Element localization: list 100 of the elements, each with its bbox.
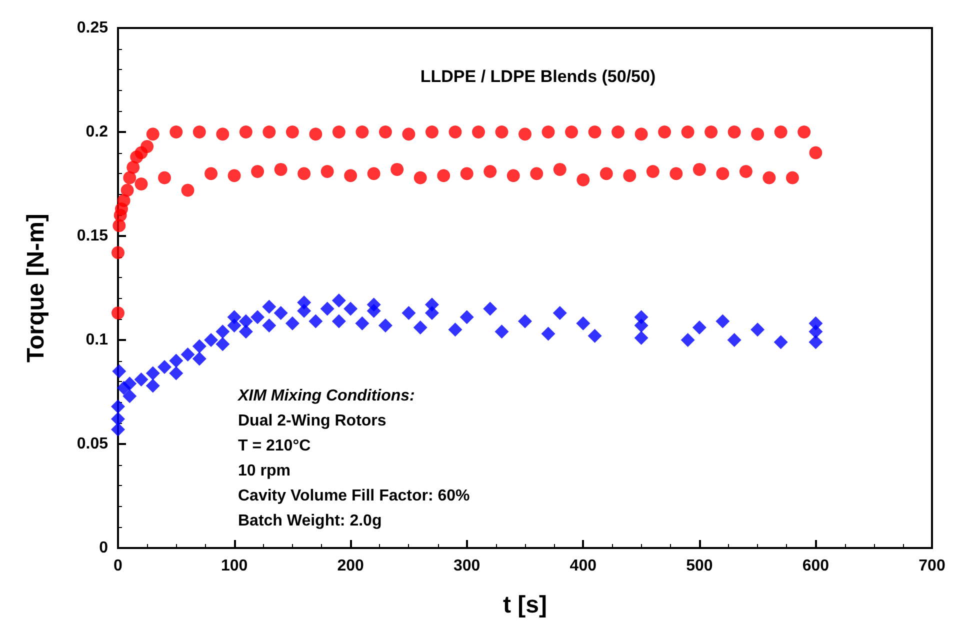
- point: [251, 165, 264, 178]
- point: [320, 302, 334, 316]
- point: [332, 293, 346, 308]
- x-tick-label: 0: [114, 558, 123, 574]
- point: [798, 126, 811, 138]
- point: [239, 126, 252, 138]
- point: [774, 126, 788, 138]
- point: [634, 330, 648, 345]
- point: [367, 167, 380, 180]
- point: [542, 126, 555, 138]
- annotation: T = 210°C: [238, 438, 312, 454]
- point: [181, 184, 194, 197]
- point: [320, 165, 334, 178]
- point: [634, 128, 648, 141]
- point: [262, 300, 276, 314]
- point: [494, 324, 509, 339]
- y-tick-label: 0.2: [86, 124, 108, 140]
- annotation: Cavity Volume Fill Factor: 60%: [238, 488, 470, 504]
- annotation: 10 rpm: [238, 462, 290, 480]
- point: [180, 348, 195, 362]
- x-tick-label: 700: [918, 558, 946, 574]
- point: [506, 169, 520, 182]
- point: [739, 165, 752, 178]
- point: [216, 337, 230, 352]
- point: [169, 366, 184, 380]
- point: [308, 314, 323, 328]
- point: [704, 126, 718, 138]
- point: [751, 128, 764, 141]
- point: [216, 324, 230, 339]
- point: [228, 169, 241, 182]
- point: [274, 162, 288, 176]
- point: [402, 306, 416, 320]
- point: [158, 171, 172, 184]
- annotation: XIM Mixing Conditions:: [237, 388, 415, 404]
- point: [356, 126, 369, 138]
- point: [355, 316, 370, 330]
- point: [238, 314, 253, 328]
- point: [169, 354, 184, 368]
- point: [576, 316, 590, 330]
- point: [332, 126, 346, 138]
- point: [192, 339, 206, 354]
- point: [112, 364, 126, 378]
- point: [286, 126, 299, 138]
- point: [204, 167, 218, 180]
- point: [122, 376, 137, 391]
- point: [123, 171, 136, 184]
- point: [112, 219, 126, 232]
- point: [274, 306, 288, 320]
- point: [344, 302, 358, 316]
- point: [425, 126, 438, 138]
- point: [134, 372, 148, 387]
- point: [378, 318, 392, 332]
- point: [809, 146, 822, 160]
- point: [460, 167, 474, 180]
- point: [238, 324, 253, 339]
- y-tick-label: 0.25: [76, 20, 108, 36]
- point: [262, 126, 276, 138]
- point: [413, 320, 428, 335]
- point: [448, 126, 462, 138]
- point: [146, 128, 160, 141]
- point: [692, 162, 706, 176]
- point: [460, 310, 474, 324]
- x-axis-title: t [s]: [503, 592, 547, 618]
- point: [483, 302, 498, 316]
- point: [774, 335, 788, 350]
- point: [692, 320, 706, 335]
- point: [518, 314, 532, 328]
- point: [612, 126, 625, 138]
- point: [117, 194, 130, 208]
- point: [120, 184, 134, 197]
- point: [158, 360, 172, 374]
- point: [658, 126, 672, 138]
- point: [484, 165, 497, 178]
- point: [126, 160, 140, 174]
- point: [146, 366, 160, 380]
- point: [681, 126, 694, 138]
- point: [670, 167, 683, 180]
- point: [553, 162, 566, 176]
- point: [716, 167, 730, 180]
- point: [146, 378, 160, 393]
- point: [808, 335, 823, 350]
- y-tick-label: 0: [99, 540, 108, 556]
- point: [600, 167, 613, 180]
- annotation: Dual 2-Wing Rotors: [238, 412, 386, 430]
- text: LLDPE / LDPE Blends (50/50): [420, 67, 656, 86]
- point: [309, 128, 322, 141]
- x-tick-label: 300: [454, 558, 480, 574]
- point: [634, 310, 648, 324]
- point: [227, 310, 242, 324]
- point: [192, 352, 206, 366]
- point: [216, 128, 230, 141]
- point: [646, 165, 660, 178]
- point: [716, 314, 730, 328]
- point: [112, 306, 124, 320]
- x-tick-label: 100: [220, 558, 248, 574]
- annotation: Batch Weight: 2.0g: [238, 512, 382, 530]
- point: [140, 140, 154, 154]
- point: [727, 333, 742, 347]
- point: [541, 326, 556, 341]
- point: [111, 412, 125, 426]
